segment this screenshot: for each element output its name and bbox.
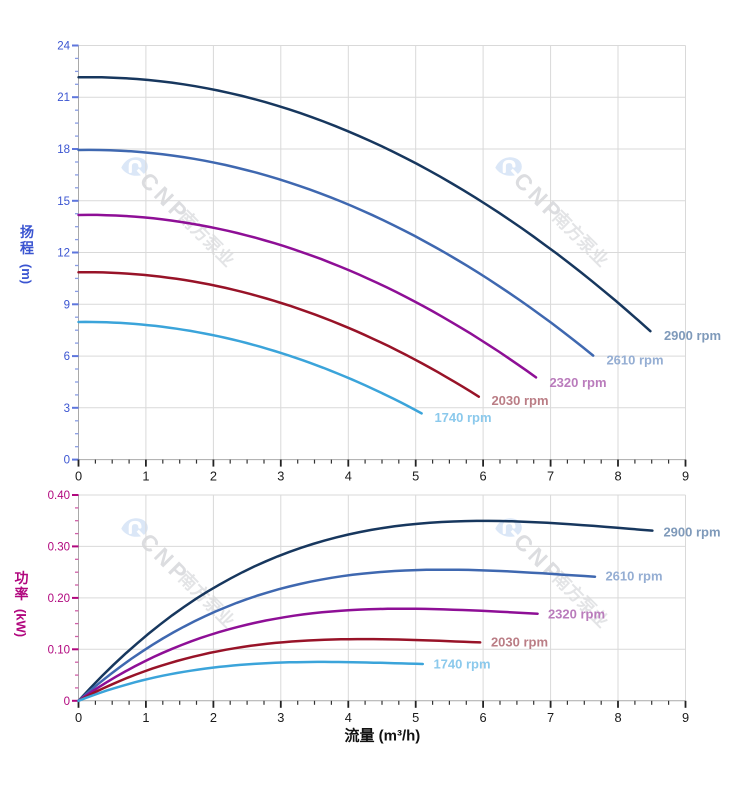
svg-text:3: 3 [277, 469, 284, 484]
svg-text:1: 1 [142, 469, 149, 484]
svg-text:6: 6 [480, 710, 487, 725]
svg-text:6: 6 [64, 351, 70, 363]
svg-text:2: 2 [210, 469, 217, 484]
svg-text:南方泵业: 南方泵业 [549, 207, 613, 271]
svg-text:3: 3 [64, 403, 70, 415]
svg-text:15: 15 [57, 196, 70, 208]
svg-text:0.30: 0.30 [48, 541, 70, 553]
svg-text:2320 rpm: 2320 rpm [548, 607, 605, 622]
svg-text:4: 4 [345, 469, 352, 484]
svg-text:2610 rpm: 2610 rpm [606, 353, 663, 368]
svg-text:2320 rpm: 2320 rpm [549, 375, 606, 390]
svg-text:9: 9 [64, 299, 70, 311]
svg-text:2900 rpm: 2900 rpm [664, 328, 721, 343]
svg-text:2900 rpm: 2900 rpm [663, 525, 720, 540]
svg-text:功: 功 [15, 570, 29, 586]
svg-text:程: 程 [20, 240, 34, 256]
svg-text:8: 8 [614, 469, 621, 484]
svg-text:1740 rpm: 1740 rpm [433, 657, 490, 672]
svg-text:率: 率 [15, 586, 29, 602]
svg-text:0.10: 0.10 [48, 644, 70, 656]
svg-text:扬: 扬 [20, 224, 34, 240]
svg-text:5: 5 [412, 469, 419, 484]
svg-text:24: 24 [57, 41, 70, 53]
svg-text:6: 6 [480, 469, 487, 484]
svg-text:2030 rpm: 2030 rpm [491, 635, 548, 650]
svg-text:1740 rpm: 1740 rpm [434, 410, 491, 425]
svg-text:0: 0 [75, 710, 82, 725]
svg-text:3: 3 [277, 710, 284, 725]
svg-text:0: 0 [64, 455, 70, 467]
svg-text:0.40: 0.40 [48, 490, 70, 502]
svg-text:9: 9 [682, 469, 689, 484]
svg-text:21: 21 [57, 92, 70, 104]
svg-text:0: 0 [64, 696, 70, 708]
svg-text:9: 9 [682, 710, 689, 725]
svg-text:流量 (m³/h): 流量 (m³/h) [344, 727, 420, 745]
svg-text:18: 18 [57, 144, 70, 156]
svg-text:2030 rpm: 2030 rpm [491, 393, 548, 408]
svg-text:(m): (m) [19, 264, 34, 284]
svg-text:2: 2 [210, 710, 217, 725]
svg-text:5: 5 [412, 710, 419, 725]
svg-text:南方泵业: 南方泵业 [175, 207, 239, 271]
svg-text:0: 0 [75, 469, 82, 484]
svg-text:(kW): (kW) [14, 609, 29, 637]
svg-text:8: 8 [614, 710, 621, 725]
svg-text:1: 1 [142, 710, 149, 725]
svg-text:7: 7 [547, 469, 554, 484]
svg-text:南方泵业: 南方泵业 [175, 568, 239, 632]
svg-text:南方泵业: 南方泵业 [549, 568, 613, 632]
svg-text:4: 4 [345, 710, 352, 725]
svg-text:12: 12 [57, 248, 70, 260]
svg-text:2610 rpm: 2610 rpm [605, 569, 662, 584]
svg-text:0.20: 0.20 [48, 593, 70, 605]
svg-text:7: 7 [547, 710, 554, 725]
